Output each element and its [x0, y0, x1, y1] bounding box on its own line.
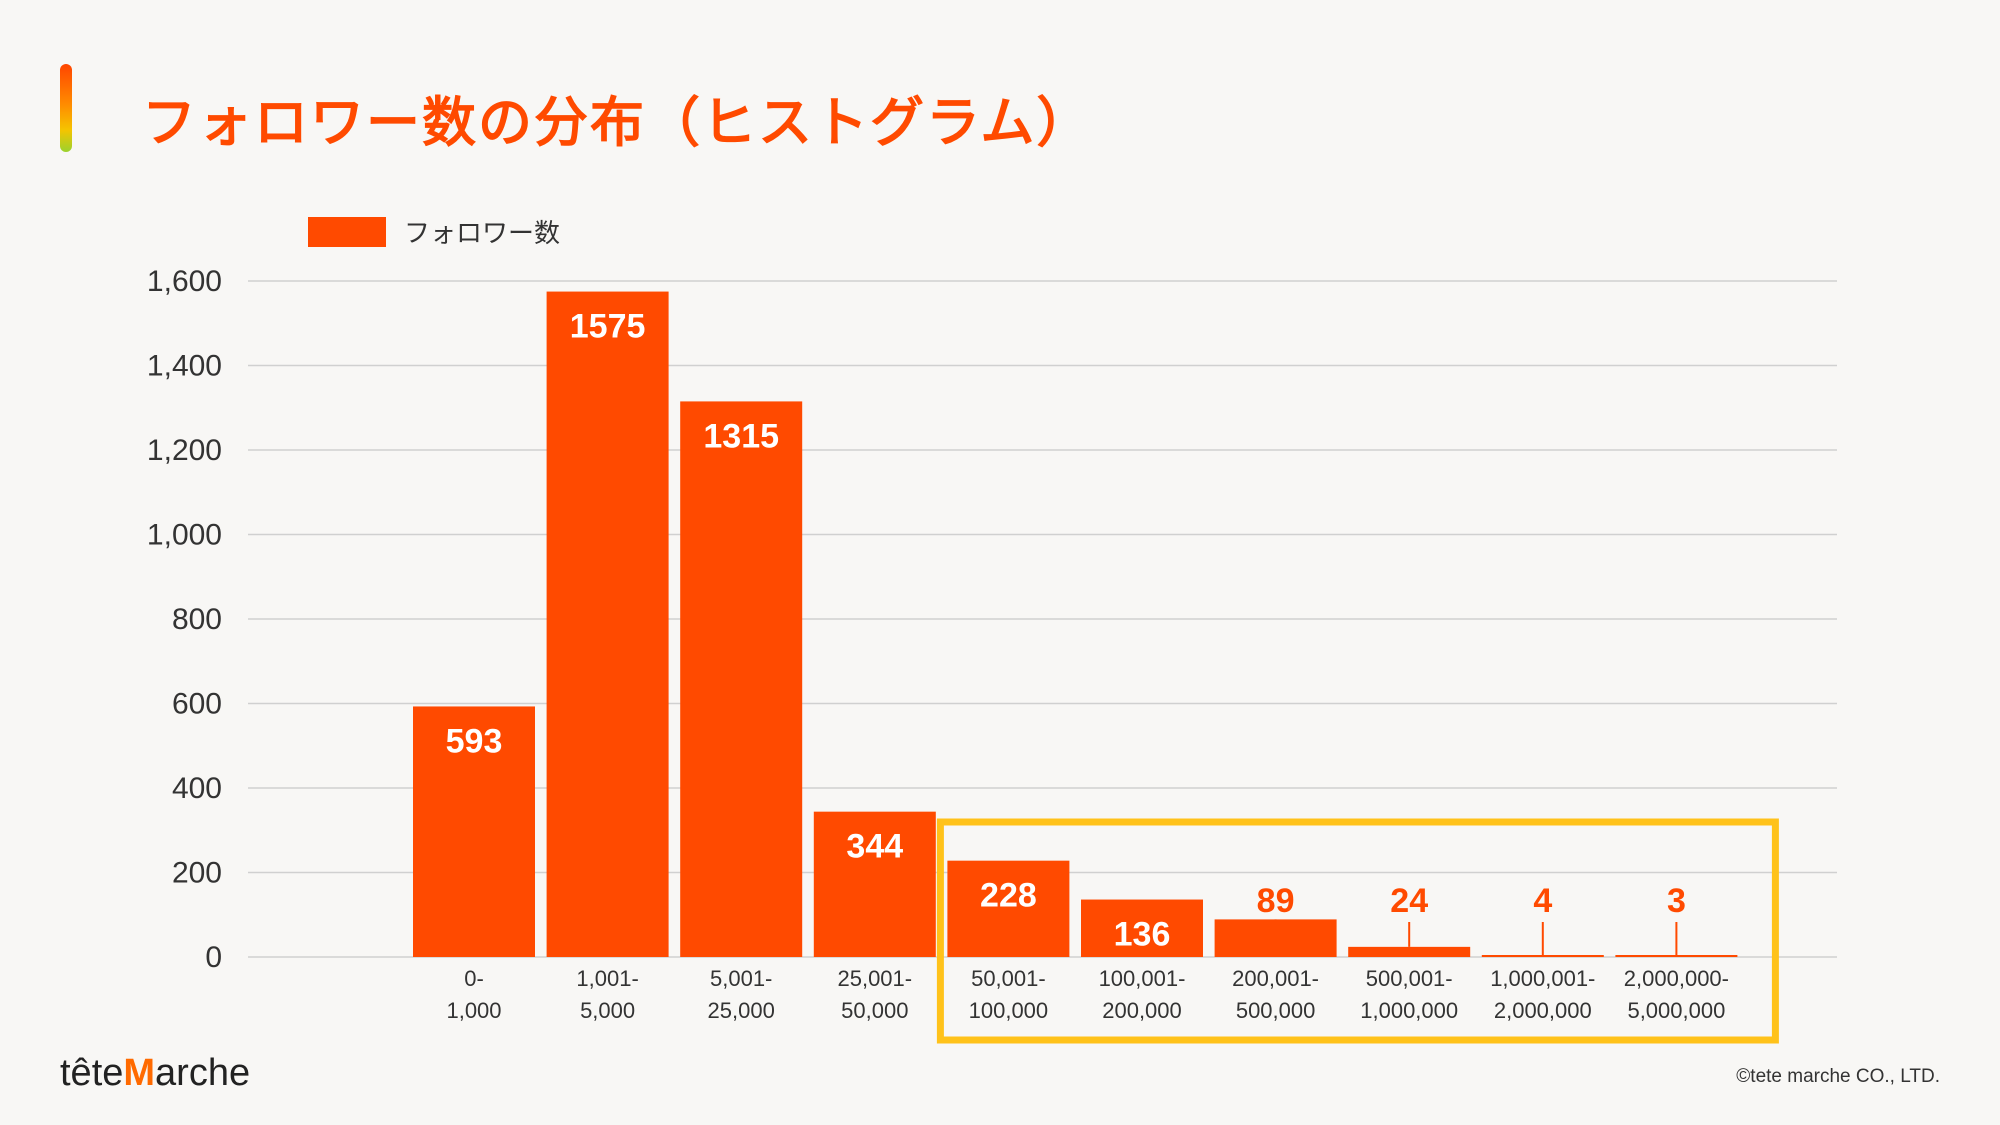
legend-label: フォロワー数 — [404, 219, 560, 249]
bar-value-label: 24 — [1390, 882, 1428, 920]
y-tick-label: 400 — [172, 772, 222, 805]
x-tick-label: 5,000 — [580, 998, 635, 1023]
bar — [1214, 919, 1337, 957]
bar-value-label: 593 — [446, 722, 503, 760]
brand-mark-icon: M — [123, 1052, 156, 1094]
bar-value-label: 136 — [1114, 916, 1171, 954]
x-tick-label: 500,001- — [1366, 966, 1453, 991]
y-tick-label: 1,000 — [147, 519, 222, 552]
bar — [1348, 946, 1471, 957]
x-tick-label: 1,001- — [576, 966, 638, 991]
y-tick-label: 1,200 — [147, 434, 222, 467]
x-tick-label: 25,001- — [837, 966, 912, 991]
x-tick-label: 1,000 — [446, 998, 501, 1023]
y-tick-label: 1,600 — [147, 265, 222, 298]
x-tick-label: 2,000,000- — [1624, 966, 1729, 991]
x-tick-label: 100,000 — [969, 998, 1049, 1023]
bar-value-label: 344 — [846, 828, 903, 866]
x-tick-label: 0- — [464, 966, 484, 991]
x-tick-label: 50,000 — [841, 998, 908, 1023]
bar-value-label: 3 — [1667, 882, 1686, 920]
y-tick-label: 1,400 — [147, 350, 222, 383]
x-tick-label: 5,000,000 — [1627, 998, 1725, 1023]
copyright-text: ©tete marche CO., LTD. — [1736, 1066, 1940, 1087]
bar-value-label: 228 — [980, 877, 1037, 915]
bar — [413, 706, 535, 957]
bar-value-label: 4 — [1533, 882, 1552, 920]
slide-title: フォロワー数の分布（ヒストグラム） — [142, 91, 1093, 154]
x-tick-label: 100,001- — [1099, 966, 1186, 991]
bar — [546, 291, 669, 957]
x-tick-label: 500,000 — [1236, 998, 1316, 1023]
brand-prefix: tête — [60, 1052, 124, 1094]
x-tick-label: 5,001- — [710, 966, 772, 991]
bar-value-label: 89 — [1257, 882, 1295, 920]
x-tick-label: 200,001- — [1232, 966, 1319, 991]
y-tick-label: 600 — [172, 688, 222, 721]
x-tick-label: 200,000 — [1102, 998, 1182, 1023]
x-tick-label: 50,001- — [971, 966, 1046, 991]
x-tick-label: 25,000 — [708, 998, 775, 1023]
brand-logo: têteMarche — [60, 1052, 250, 1095]
legend-swatch — [308, 217, 386, 247]
bar — [1615, 955, 1738, 957]
bar — [813, 811, 936, 957]
bar — [1481, 955, 1604, 957]
x-tick-label: 1,000,000 — [1360, 998, 1458, 1023]
bar — [947, 860, 1070, 957]
x-tick-label: 1,000,001- — [1490, 966, 1595, 991]
bar-value-label: 1575 — [570, 308, 646, 346]
highlight-box — [936, 818, 1779, 1044]
y-tick-label: 200 — [172, 857, 222, 890]
y-tick-label: 0 — [205, 941, 222, 974]
x-tick-label: 2,000,000 — [1494, 998, 1592, 1023]
title-accent-bar — [60, 64, 72, 152]
y-tick-label: 800 — [172, 603, 222, 636]
bar-value-label: 1315 — [703, 417, 779, 455]
brand-suffix: arche — [155, 1052, 251, 1094]
bar — [680, 401, 803, 958]
bar — [1081, 899, 1203, 957]
